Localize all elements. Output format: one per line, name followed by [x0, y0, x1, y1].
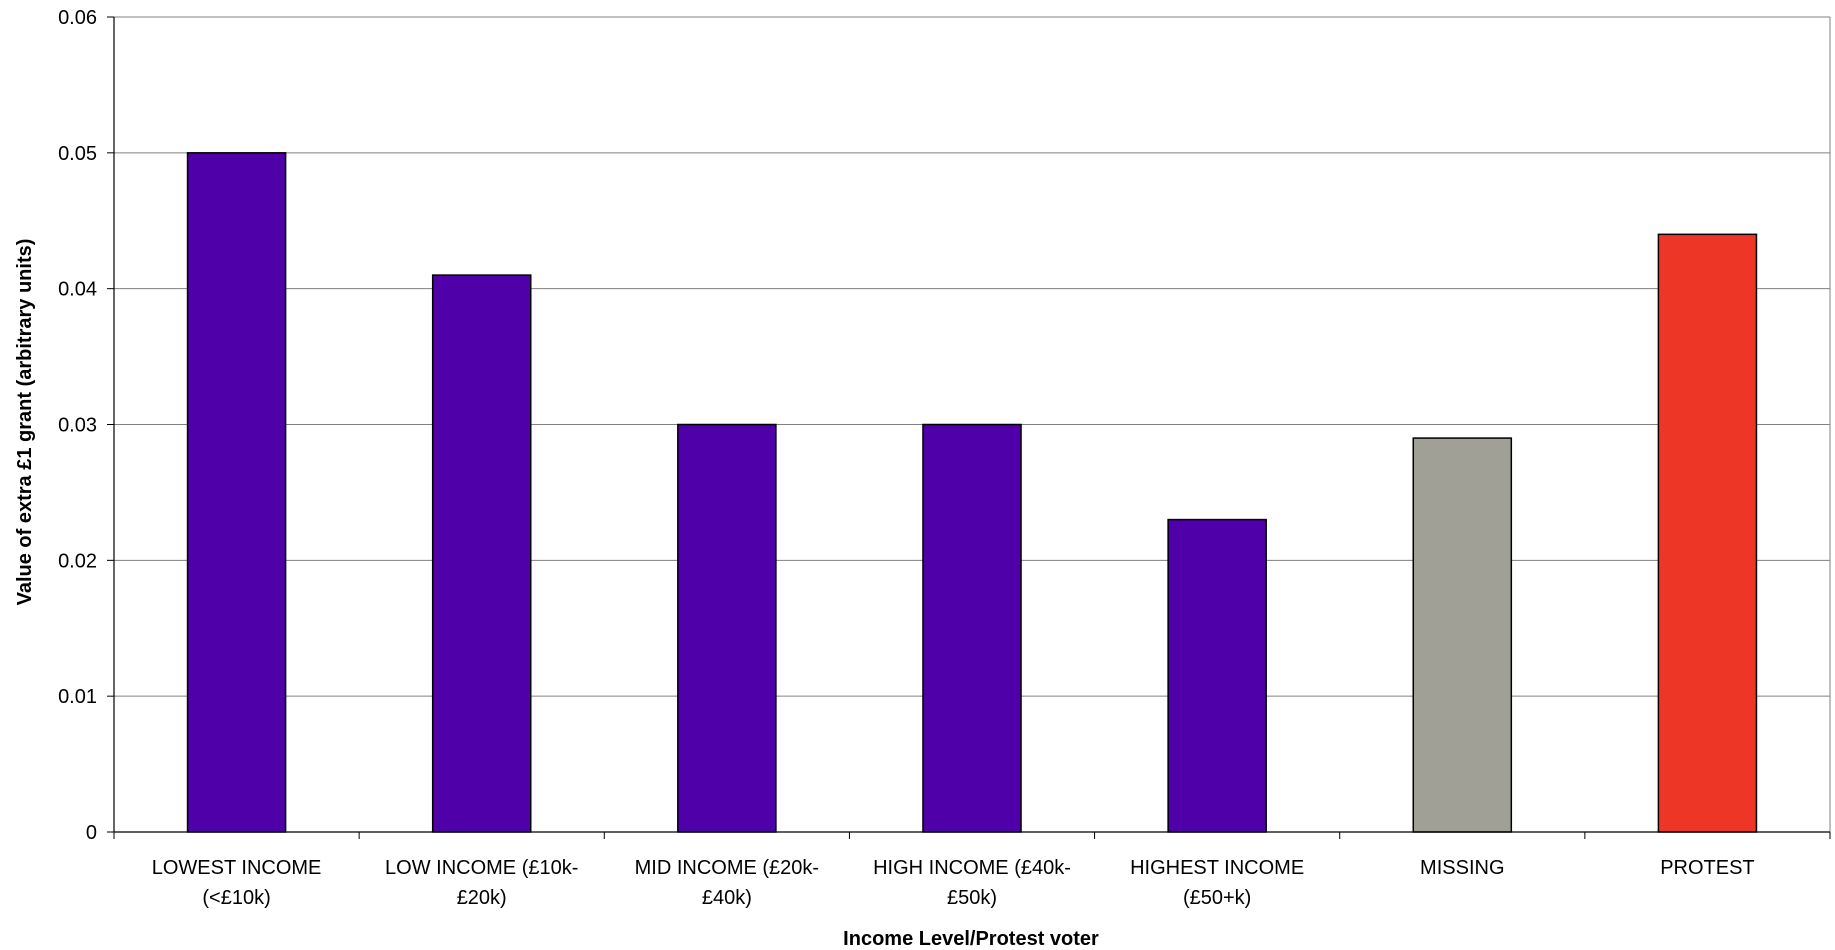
x-tick-label: HIGHEST INCOME (£50+k): [1130, 857, 1304, 909]
x-tick-label: LOWEST INCOME (<£10k): [152, 857, 322, 909]
bar: [186, 152, 287, 833]
x-tick-label: PROTEST: [1660, 857, 1754, 879]
bar: [1657, 233, 1758, 833]
y-axis-title: Value of extra £1 grant (arbitrary units…: [14, 239, 36, 606]
bars: [186, 152, 1758, 833]
bar: [1412, 437, 1513, 833]
x-axis-title: Income Level/Protest voter: [843, 928, 1099, 950]
y-tick-label: 0.03: [58, 415, 97, 437]
y-tick-label: 0: [86, 822, 97, 844]
y-tick-label: 0.06: [58, 7, 97, 29]
bar: [677, 423, 777, 833]
x-tick-label: MID INCOME (£20k-£40k): [635, 857, 819, 909]
y-tick-label: 0.05: [58, 143, 97, 165]
y-tick-label: 0.02: [58, 550, 97, 572]
y-tick-label: 0.01: [58, 686, 97, 708]
bar: [922, 423, 1022, 833]
x-tick-label: MISSING: [1420, 857, 1504, 879]
x-tick-label: LOW INCOME (£10k-£20k): [385, 857, 578, 909]
y-tick-label: 0.04: [58, 279, 97, 301]
labels: 0 0.01 0.02 0.03 0.04 0.05 0.06 LOWEST INCOME (<…: [58, 7, 1755, 909]
bar: [1167, 518, 1267, 833]
axes: [107, 16, 1831, 839]
bar: [431, 274, 532, 833]
x-tick-label: HIGH INCOME (£40k-£50k): [873, 857, 1071, 909]
